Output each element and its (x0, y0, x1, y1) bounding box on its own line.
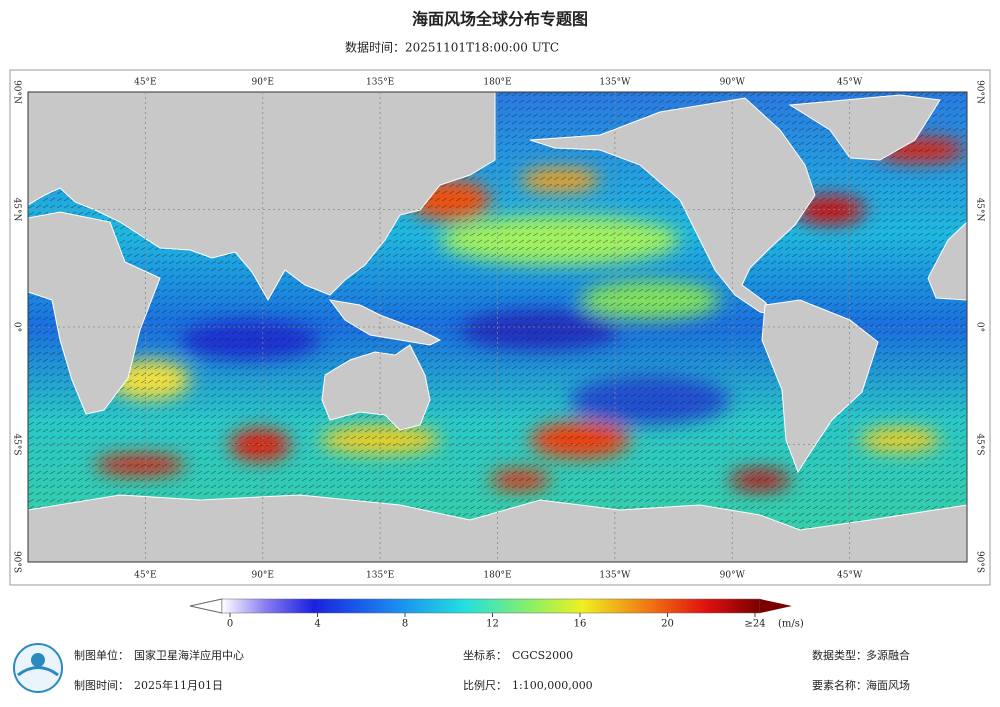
lat-label: 45°N (12, 198, 22, 222)
lon-label: 45°E (134, 571, 157, 581)
islands (328, 299, 442, 346)
footer-label: 制图单位： (74, 648, 129, 662)
colorbar (221, 598, 761, 614)
lon-label: 90°W (720, 78, 746, 88)
lon-label: 45°E (134, 78, 157, 88)
footer-value: 2025年11月01日 (134, 678, 223, 692)
lon-label: 90°W (720, 571, 746, 581)
title: 海面风场全球分布专题图 (412, 10, 588, 29)
lat-label: 45°S (12, 433, 22, 455)
logo (13, 643, 63, 693)
footer-value: 1:100,000,000 (512, 679, 593, 692)
africa-west (927, 221, 967, 301)
lat-label: 90°S (12, 551, 22, 573)
greenland (788, 94, 941, 161)
lon-label: 90°E (251, 571, 274, 581)
lat-label: 45°N (975, 198, 985, 222)
lon-label: 45°W (837, 571, 863, 581)
colorbar-min-arrow (189, 598, 223, 614)
lat-label: 90°S (975, 551, 985, 573)
lon-label: 45°W (837, 78, 863, 88)
footer-value: CGCS2000 (512, 649, 573, 662)
footer-label: 坐标系： (463, 648, 507, 662)
lon-label: 135°E (366, 571, 394, 581)
footer-label: 数据类型： (812, 648, 867, 662)
lat-label: 0° (975, 322, 985, 332)
colorbar-tick-label: 12 (486, 619, 499, 630)
lon-label: 135°E (366, 78, 394, 88)
footer-value: 海面风场 (866, 678, 910, 692)
lon-label: 180°E (483, 78, 511, 88)
lon-label: 135°W (599, 78, 631, 88)
footer-value: 多源融合 (866, 648, 910, 662)
north-america (529, 97, 816, 316)
australia (321, 344, 431, 431)
colorbar-tick-label: 4 (314, 619, 320, 630)
lon-label: 180°E (483, 571, 511, 581)
south-america (761, 299, 879, 474)
colorbar-tick-label: 20 (661, 619, 674, 630)
colorbar-unit: (m/s) (778, 619, 804, 630)
footer-value: 国家卫星海洋应用中心 (134, 648, 244, 662)
footer-label: 要素名称： (812, 678, 867, 692)
colorbar-tick-label: ≥24 (744, 619, 765, 630)
lat-label: 90°N (975, 80, 985, 104)
colorbar-tick-label: 0 (227, 619, 233, 630)
footer-label: 制图时间： (74, 679, 129, 692)
lon-label: 135°W (599, 571, 631, 581)
colorbar-tick-label: 8 (402, 619, 408, 630)
lat-label: 90°N (12, 80, 22, 104)
map-frame (9, 69, 991, 586)
eurasia (28, 92, 496, 302)
colorbar-tick-label: 16 (574, 619, 587, 630)
lat-label: 45°S (975, 433, 985, 455)
africa (28, 211, 161, 415)
subtitle: 数据时间：20251101T18:00:00 UTC (345, 40, 559, 55)
lon-label: 90°E (251, 78, 274, 88)
colorbar-max-arrow (760, 599, 792, 613)
footer-label: 比例尺： (463, 678, 507, 692)
lat-label: 0° (12, 322, 22, 332)
